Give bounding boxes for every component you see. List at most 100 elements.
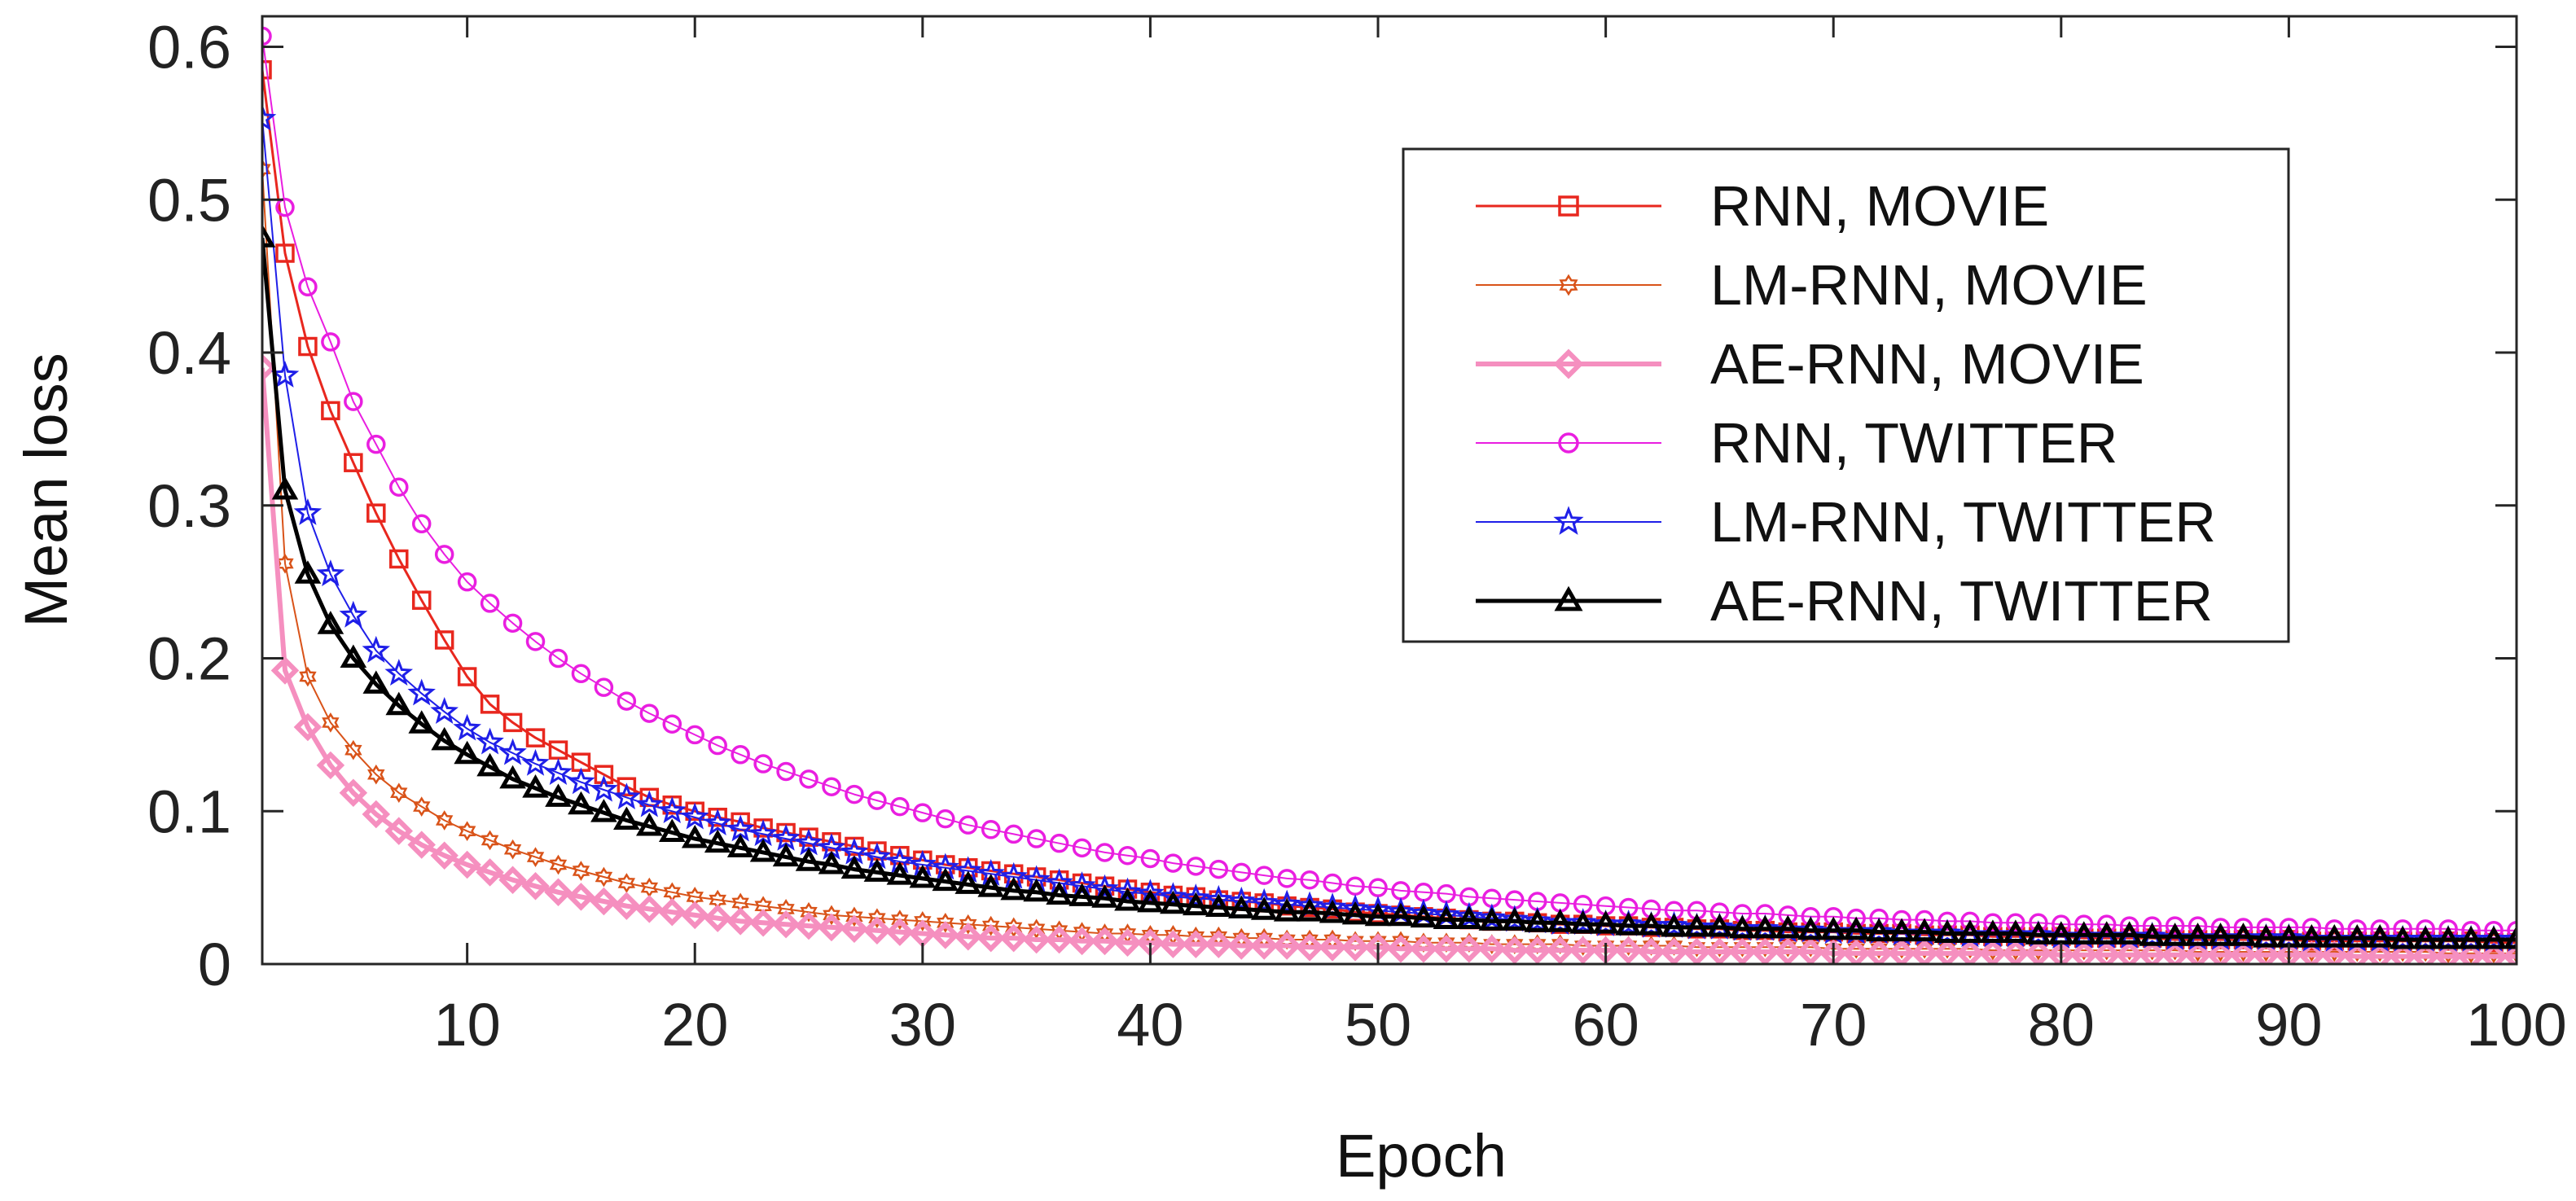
- data-point: [2411, 924, 2440, 952]
- data-point: [612, 782, 641, 810]
- data-point: [1801, 936, 1819, 958]
- legend-entry: RNN, MOVIE: [1476, 174, 2049, 238]
- data-point: [567, 883, 595, 911]
- data-point: [1638, 912, 1665, 936]
- data-point: [571, 664, 591, 684]
- data-point: [457, 572, 477, 592]
- data-point: [567, 767, 595, 795]
- data-point: [1114, 887, 1141, 911]
- data-point: [704, 829, 731, 853]
- data-point: [1295, 933, 1324, 962]
- data-point: [549, 854, 568, 875]
- x-tick-label: 20: [661, 991, 728, 1059]
- data-point: [1483, 934, 1501, 954]
- data-point: [595, 866, 613, 888]
- data-point: [2389, 925, 2416, 949]
- data-point: [275, 243, 295, 263]
- data-point: [817, 913, 846, 942]
- data-point: [270, 656, 300, 685]
- y-tick-label: 0.6: [147, 14, 231, 81]
- data-point: [481, 830, 499, 851]
- data-point: [362, 670, 390, 694]
- series-line: [262, 69, 2517, 945]
- data-point: [1117, 845, 1138, 866]
- data-point: [1933, 919, 1961, 943]
- data-point: [1869, 908, 1889, 928]
- data-point: [2206, 940, 2235, 964]
- data-point: [2438, 919, 2458, 939]
- x-tick-label: 80: [2028, 991, 2095, 1059]
- data-point: [1705, 937, 1734, 964]
- data-point: [521, 748, 550, 776]
- data-point: [1979, 919, 2007, 943]
- data-point: [1960, 911, 1980, 931]
- y-tick-label: 0.3: [147, 472, 231, 540]
- data-point: [548, 648, 568, 668]
- data-point: [958, 815, 978, 835]
- data-point: [1296, 898, 1323, 922]
- data-point: [322, 712, 340, 733]
- data-point: [1004, 917, 1023, 938]
- data-point: [1182, 883, 1210, 910]
- data-point: [1205, 893, 1232, 918]
- data-point: [2029, 913, 2048, 933]
- data-point: [2052, 914, 2071, 934]
- data-point: [339, 600, 368, 628]
- data-point: [344, 739, 362, 760]
- data-point: [1729, 914, 1756, 939]
- data-point: [2502, 924, 2517, 952]
- data-point: [1683, 912, 1711, 940]
- data-point: [954, 870, 982, 894]
- data-point: [1478, 907, 1506, 931]
- data-point: [2343, 924, 2371, 948]
- data-point: [1045, 925, 1073, 954]
- data-point: [1273, 898, 1301, 922]
- data-point: [2297, 940, 2326, 964]
- data-point: [1842, 916, 1870, 940]
- data-point: [1231, 862, 1252, 883]
- data-point: [544, 878, 573, 907]
- data-point: [1091, 927, 1119, 956]
- data-point: [936, 809, 955, 829]
- data-point: [748, 909, 778, 937]
- data-point: [390, 782, 408, 804]
- legend-entry: LM-RNN, TWITTER: [1476, 490, 2216, 554]
- data-point: [499, 765, 526, 789]
- data-point: [1569, 908, 1597, 935]
- data-point: [2433, 942, 2463, 964]
- data-point: [366, 503, 386, 523]
- data-point: [731, 745, 750, 765]
- data-point: [2142, 916, 2162, 936]
- data-point: [590, 887, 618, 916]
- data-point: [845, 784, 864, 804]
- data-point: [572, 861, 590, 881]
- data-point: [1778, 905, 1798, 925]
- data-point: [636, 812, 663, 836]
- data-point: [454, 740, 481, 765]
- data-point: [1823, 907, 1843, 927]
- legend-entry: AE-RNN, MOVIE: [1476, 332, 2144, 396]
- data-point: [1683, 937, 1711, 964]
- data-point: [868, 908, 886, 929]
- series-line: [262, 169, 2517, 954]
- data-point: [521, 872, 550, 901]
- data-point: [1847, 938, 1865, 959]
- data-point: [590, 799, 617, 822]
- data-point: [262, 59, 272, 80]
- data-point: [1113, 877, 1142, 905]
- data-point: [2479, 942, 2508, 964]
- data-point: [293, 498, 323, 525]
- data-point: [262, 224, 276, 248]
- legend-entry: AE-RNN, TWITTER: [1476, 569, 2213, 633]
- x-tick-label: 60: [1572, 991, 1639, 1059]
- series-6: [262, 224, 2517, 949]
- data-point: [339, 778, 368, 807]
- data-point: [772, 843, 800, 867]
- data-point: [1888, 918, 1916, 942]
- data-point: [1956, 919, 1984, 943]
- series-3: [262, 353, 2517, 964]
- data-point: [1893, 938, 1911, 959]
- data-point: [271, 476, 299, 500]
- data-point: [476, 858, 504, 887]
- data-point: [1752, 914, 1779, 939]
